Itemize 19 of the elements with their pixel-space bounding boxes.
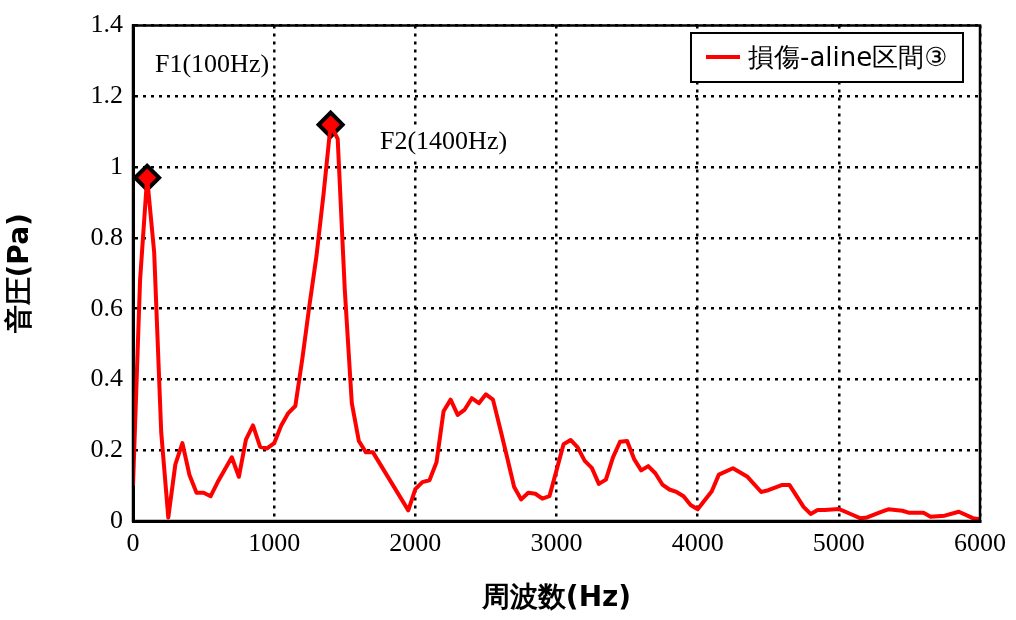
x-tick-label: 1000 (248, 528, 301, 558)
y-tick-label: 0.8 (90, 221, 123, 251)
x-tick-label: 2000 (389, 528, 442, 558)
y-tick-label: 1.4 (90, 9, 123, 39)
y-tick-label: 1 (110, 150, 123, 180)
x-tick-label: 6000 (954, 528, 1006, 558)
x-tick-label: 3000 (530, 528, 583, 558)
legend-label: 損傷-aline区間③ (748, 40, 948, 74)
y-tick-label: 0.6 (90, 292, 123, 322)
x-tick-label: 5000 (812, 528, 865, 558)
y-tick-label: 1.2 (90, 80, 123, 110)
y-tick-label: 0.2 (90, 434, 123, 464)
y-axis-title: 音圧(Pa) (2, 213, 36, 335)
x-tick-label: 4000 (671, 528, 724, 558)
annotation: F2(1400Hz) (380, 126, 508, 156)
annotation: F1(100Hz) (155, 49, 270, 79)
y-tick-label: 0 (110, 504, 123, 534)
x-axis-title: 周波数(Hz) (480, 580, 632, 614)
y-tick-label: 0.4 (90, 363, 123, 393)
